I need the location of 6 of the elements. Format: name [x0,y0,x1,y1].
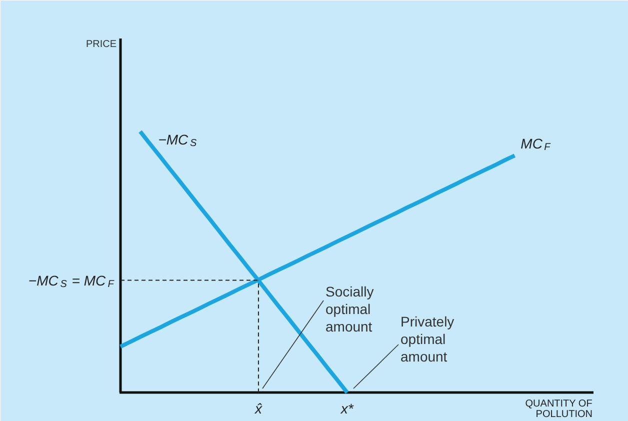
x-tick-label: x̂ [254,400,263,416]
annotation: Privately optimal amount [400,314,454,365]
annotation: Socially optimal amount [326,284,374,335]
x-axis-title: QUANTITY OF POLLUTION [525,398,593,420]
x-tick-label: x* [340,400,354,416]
text: PRICE [86,39,117,50]
